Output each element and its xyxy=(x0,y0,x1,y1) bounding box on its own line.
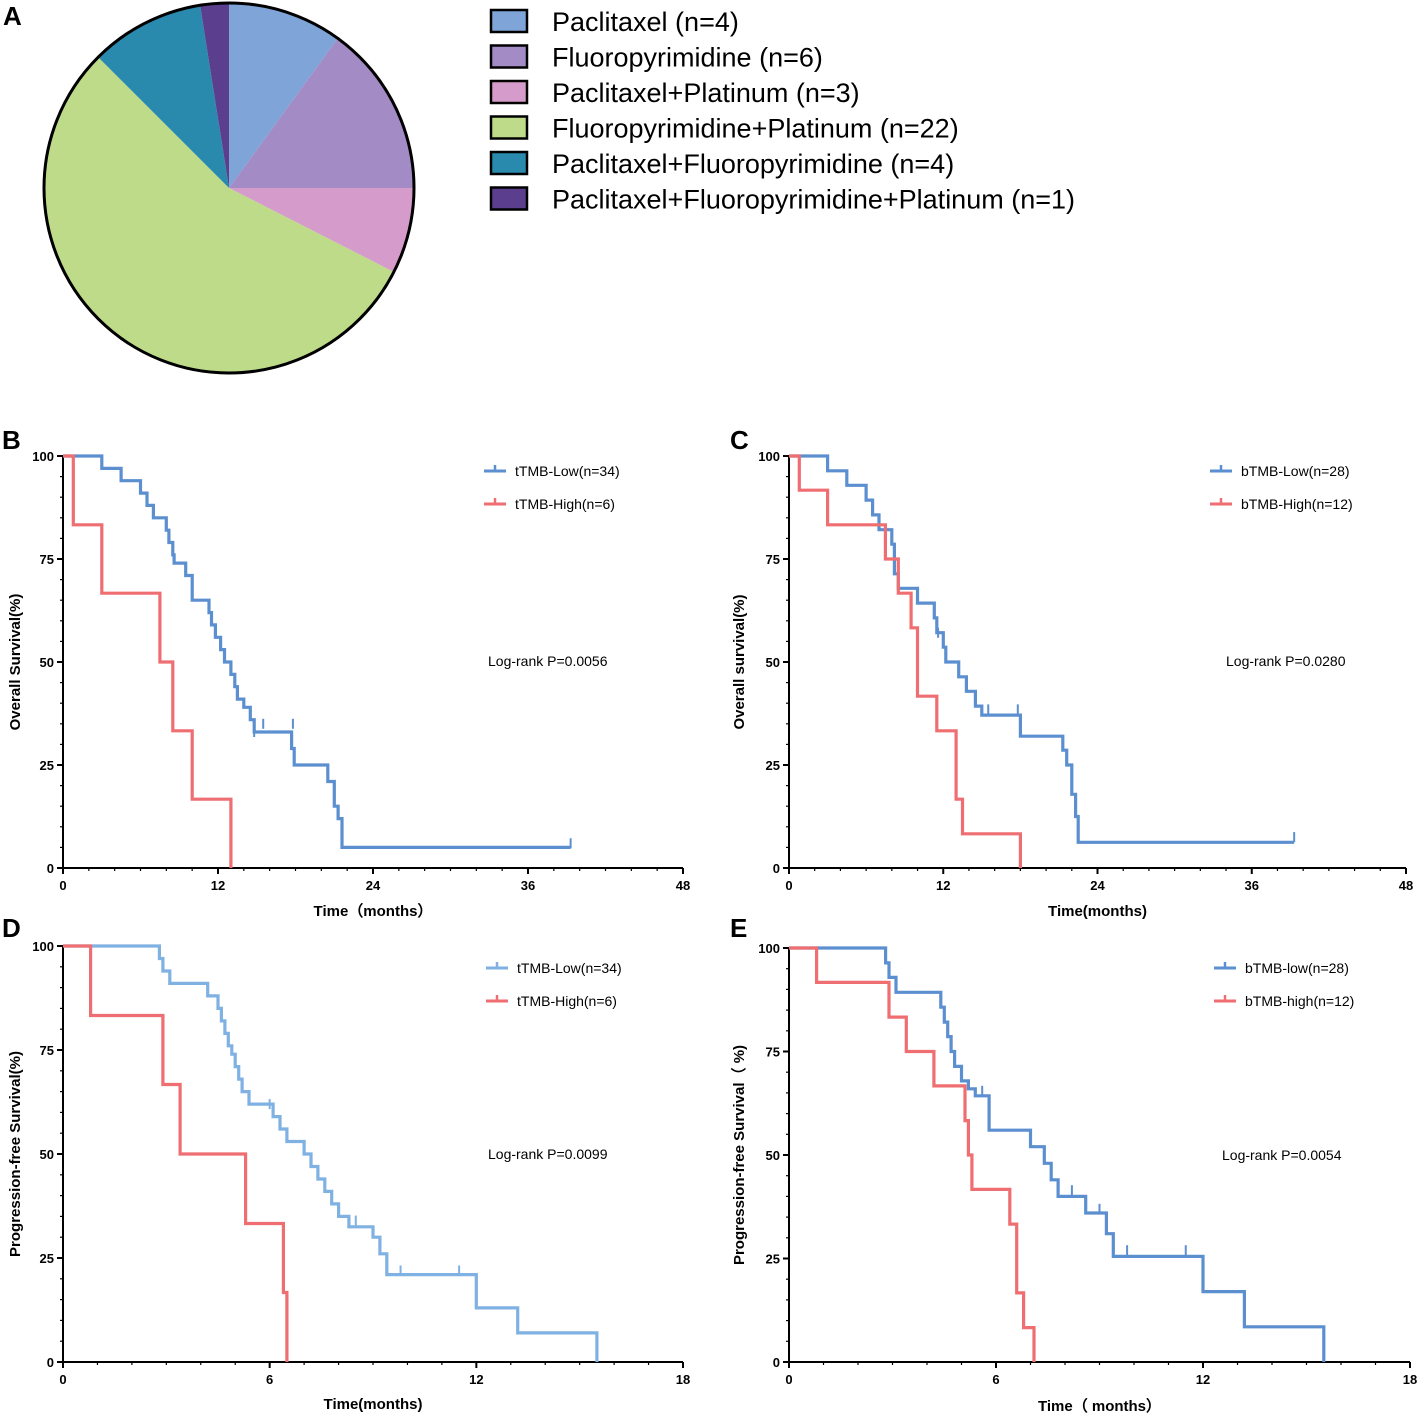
x-tick-label-12: 12 xyxy=(211,878,225,893)
legend-label-btmb-low-n-28: bTMB-Low(n=28) xyxy=(1241,463,1350,479)
y-tick-label-50: 50 xyxy=(766,1148,780,1163)
y-tick-label-0: 0 xyxy=(47,1355,54,1370)
x-axis-title: Time(months) xyxy=(1048,903,1147,920)
x-tick-label-24: 24 xyxy=(366,878,381,893)
legend-label-fluoropyrimidine-n-6: Fluoropyrimidine (n=6) xyxy=(552,43,823,73)
legend-label-paclitaxel-fluoropyrimidine-n-4: Paclitaxel+Fluoropyrimidine (n=4) xyxy=(552,149,954,179)
pie-slice-fluoropyrimidine-platinum-n-22 xyxy=(43,57,394,374)
x-axis-title: Time（ months） xyxy=(1038,1397,1161,1415)
km-curve-btmb-low-n-28 xyxy=(789,946,1326,1362)
y-tick-label-0: 0 xyxy=(773,861,780,876)
x-tick-label-0: 0 xyxy=(59,878,66,893)
legend-swatch-fluoropyrimidine-n-6 xyxy=(489,44,529,69)
y-axis-title: Overall Survival(%) xyxy=(7,594,24,731)
legend-label-ttmb-low-n-34: tTMB-Low(n=34) xyxy=(517,960,622,976)
log-rank-p-value: Log-rank P=0.0054 xyxy=(1222,1147,1342,1163)
y-tick-label-100: 100 xyxy=(32,449,54,464)
y-axis-title: Progression-free Survival（ %) xyxy=(730,1045,748,1265)
legend-label-ttmb-high-n-6: tTMB-High(n=6) xyxy=(517,993,617,1009)
x-tick-label-18: 18 xyxy=(676,1372,690,1387)
y-tick-label-100: 100 xyxy=(758,449,780,464)
x-tick-label-24: 24 xyxy=(1090,878,1105,893)
pie-outline xyxy=(42,1,416,375)
pie-slice-paclitaxel-n-4 xyxy=(229,3,338,188)
panel-a-pie-chart: A Paclitaxel (n=4) Fluoropyrimidine (n=6) P… xyxy=(3,1,1075,375)
x-axis-title: Time（months） xyxy=(314,902,433,920)
y-tick-label-100: 100 xyxy=(32,939,54,954)
panel-letter-c: C xyxy=(730,425,749,455)
km-curve-btmb-low-n-28 xyxy=(789,454,1295,844)
pie-slice-paclitaxel-platinum-n-3 xyxy=(229,188,414,272)
x-tick-label-12: 12 xyxy=(1196,1372,1210,1387)
y-tick-label-25: 25 xyxy=(766,1252,780,1267)
panel-c-km-overall-survival-btmb: C 0 25 50 75 100 0 12 24 36 48 Time(months) Overall … xyxy=(730,425,1413,920)
x-tick-label-6: 6 xyxy=(266,1372,273,1387)
x-tick-label-0: 0 xyxy=(785,878,792,893)
legend-swatch-paclitaxel-platinum-n-3 xyxy=(489,79,529,105)
y-tick-label-75: 75 xyxy=(40,552,54,567)
legend-label-btmb-high-n-12: bTMB-high(n=12) xyxy=(1245,993,1354,1009)
y-tick-label-50: 50 xyxy=(766,655,780,670)
y-tick-label-0: 0 xyxy=(47,861,54,876)
pie-slice-paclitaxel-fluoropyrimidine-platinum-n-1 xyxy=(200,3,229,188)
legend-label-paclitaxel-n-4: Paclitaxel (n=4) xyxy=(552,7,739,37)
y-tick-label-25: 25 xyxy=(40,758,54,773)
x-tick-label-0: 0 xyxy=(59,1372,66,1387)
x-tick-label-18: 18 xyxy=(1403,1372,1417,1387)
log-rank-p-value: Log-rank P=0.0056 xyxy=(488,653,608,669)
legend-label-paclitaxel-platinum-n-3: Paclitaxel+Platinum (n=3) xyxy=(552,78,860,108)
y-tick-label-75: 75 xyxy=(40,1043,54,1058)
pie-slice-fluoropyrimidine-n-6 xyxy=(229,38,414,188)
y-tick-label-75: 75 xyxy=(766,552,780,567)
km-curve-ttmb-high-n-6 xyxy=(63,454,233,868)
legend-label-btmb-low-n-28: bTMB-low(n=28) xyxy=(1245,960,1349,976)
x-tick-label-0: 0 xyxy=(785,1372,792,1387)
panel-e-km-pfs-btmb: E 0 25 50 75 100 0 6 12 18 Time（ months） Progressio… xyxy=(730,913,1417,1415)
legend-swatch-paclitaxel-fluoropyrimidine-platinum-n-1 xyxy=(489,186,529,211)
legend-swatch-fluoropyrimidine-platinum-n-22 xyxy=(489,115,529,140)
km-curve-ttmb-low-n-34 xyxy=(63,454,571,849)
log-rank-p-value: Log-rank P=0.0099 xyxy=(488,1146,608,1162)
y-axis-title: Overall survival(%) xyxy=(731,594,748,729)
legend-label-ttmb-low-n-34: tTMB-Low(n=34) xyxy=(515,463,620,479)
pie-slice-paclitaxel-fluoropyrimidine-n-4 xyxy=(98,5,229,189)
km-curve-btmb-high-n-12 xyxy=(789,454,1022,868)
km-curve-btmb-high-n-12 xyxy=(789,946,1036,1362)
y-tick-label-25: 25 xyxy=(40,1251,54,1266)
y-tick-label-25: 25 xyxy=(766,758,780,773)
x-tick-label-48: 48 xyxy=(676,878,690,893)
x-tick-label-12: 12 xyxy=(469,1372,483,1387)
panel-letter-e: E xyxy=(730,913,747,943)
log-rank-p-value: Log-rank P=0.0280 xyxy=(1226,653,1346,669)
x-tick-label-36: 36 xyxy=(521,878,535,893)
legend-label-paclitaxel-fluoropyrimidine-platinum-n-1: Paclitaxel+Fluoropyrimidine+Platinum (n=… xyxy=(552,185,1075,215)
x-tick-label-48: 48 xyxy=(1399,878,1413,893)
panel-d-km-pfs-ttmb: D 0 25 50 75 100 0 6 12 18 Time(months) Progression… xyxy=(2,913,690,1413)
x-tick-label-36: 36 xyxy=(1245,878,1259,893)
panel-b-km-overall-survival-ttmb: B 0 25 50 75 100 0 12 24 36 48 Time（months） Overall … xyxy=(2,425,690,920)
legend-label-btmb-high-n-12: bTMB-High(n=12) xyxy=(1241,496,1353,512)
y-tick-label-50: 50 xyxy=(40,655,54,670)
legend-label-fluoropyrimidine-platinum-n-22: Fluoropyrimidine+Platinum (n=22) xyxy=(552,114,959,144)
panel-letter-d: D xyxy=(2,913,21,943)
x-tick-label-6: 6 xyxy=(992,1372,999,1387)
x-axis-title: Time(months) xyxy=(324,1396,423,1413)
y-tick-label-0: 0 xyxy=(773,1355,780,1370)
panel-letter-b: B xyxy=(2,425,21,455)
legend-swatch-paclitaxel-n-4 xyxy=(489,8,529,34)
y-tick-label-50: 50 xyxy=(40,1147,54,1162)
km-curve-ttmb-low-n-34 xyxy=(63,944,599,1362)
x-tick-label-12: 12 xyxy=(936,878,950,893)
km-curve-ttmb-high-n-6 xyxy=(63,944,289,1362)
panel-letter-a: A xyxy=(3,1,22,31)
y-tick-label-75: 75 xyxy=(766,1045,780,1060)
legend-label-ttmb-high-n-6: tTMB-High(n=6) xyxy=(515,496,615,512)
y-tick-label-100: 100 xyxy=(758,941,780,956)
y-axis-title: Progression-free Survival(%) xyxy=(7,1051,24,1257)
legend-swatch-paclitaxel-fluoropyrimidine-n-4 xyxy=(489,150,529,176)
